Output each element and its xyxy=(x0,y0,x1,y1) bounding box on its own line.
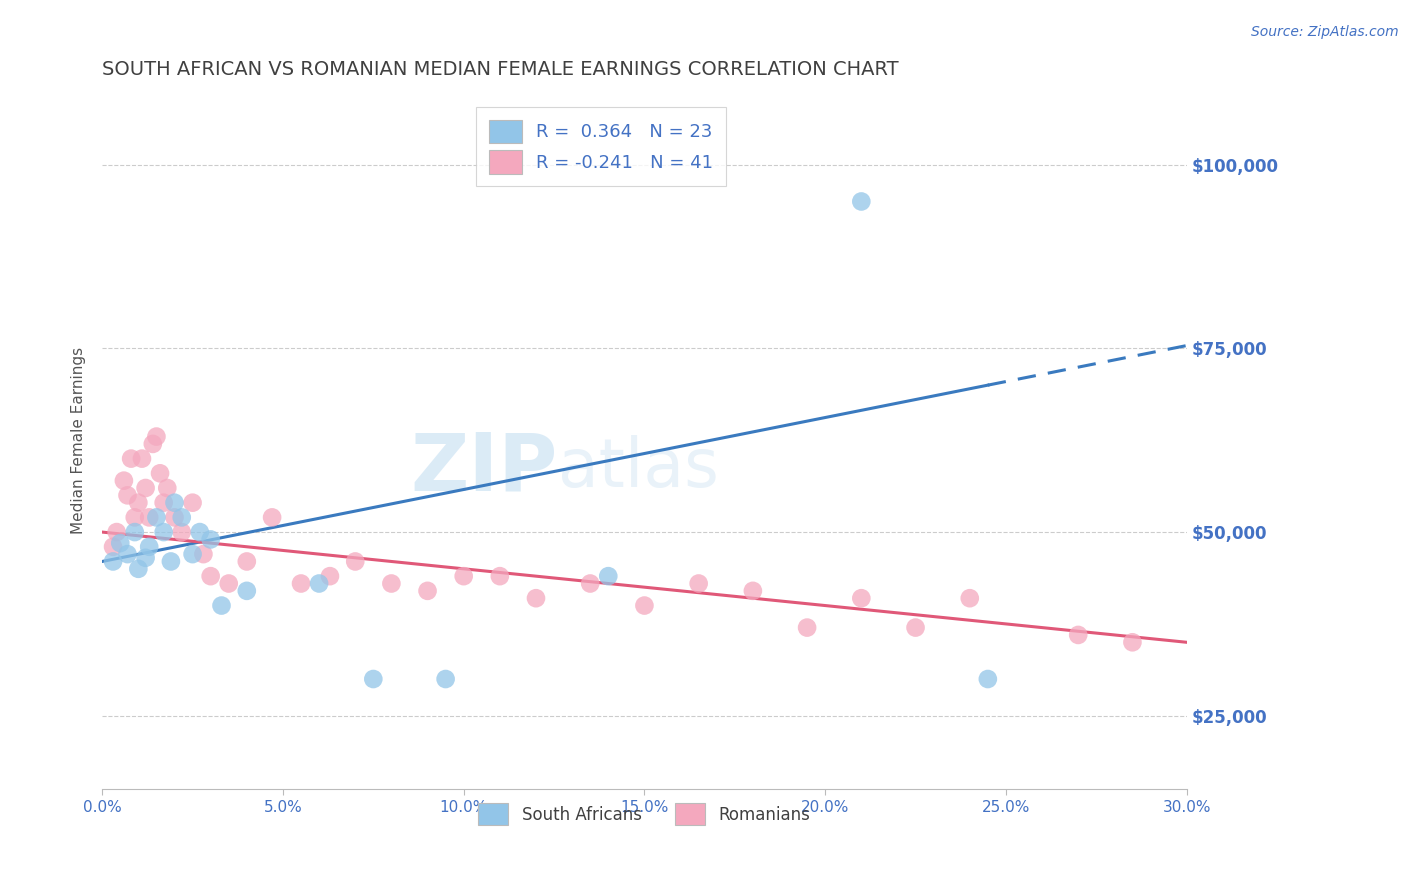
Point xyxy=(363,672,385,686)
Point xyxy=(416,583,439,598)
Point xyxy=(135,550,157,565)
Point xyxy=(105,525,128,540)
Point xyxy=(127,496,149,510)
Point xyxy=(851,591,873,606)
Point xyxy=(138,540,160,554)
Point xyxy=(579,576,602,591)
Point xyxy=(127,562,149,576)
Point xyxy=(138,510,160,524)
Point xyxy=(290,576,312,591)
Point xyxy=(380,576,402,591)
Point xyxy=(959,591,981,606)
Point xyxy=(236,554,259,568)
Point xyxy=(1121,635,1143,649)
Point xyxy=(112,474,135,488)
Point xyxy=(101,554,124,568)
Point xyxy=(633,599,655,613)
Text: ZIP: ZIP xyxy=(411,429,558,508)
Y-axis label: Median Female Earnings: Median Female Earnings xyxy=(72,347,86,533)
Point xyxy=(524,591,547,606)
Point xyxy=(598,569,620,583)
Point xyxy=(200,533,222,547)
Point xyxy=(1067,628,1090,642)
Point xyxy=(262,510,284,524)
Point xyxy=(145,510,167,524)
Point xyxy=(453,569,475,583)
Point xyxy=(796,621,818,635)
Point xyxy=(110,536,132,550)
Point xyxy=(152,525,174,540)
Point xyxy=(218,576,240,591)
Point xyxy=(688,576,710,591)
Point xyxy=(156,481,179,495)
Point xyxy=(434,672,457,686)
Point xyxy=(211,599,233,613)
Point xyxy=(145,429,167,443)
Text: atlas: atlas xyxy=(558,435,718,501)
Point xyxy=(236,583,259,598)
Legend: South Africans, Romanians: South Africans, Romanians xyxy=(470,795,818,833)
Point xyxy=(851,194,873,209)
Point xyxy=(170,510,193,524)
Point xyxy=(181,496,204,510)
Point xyxy=(319,569,342,583)
Text: SOUTH AFRICAN VS ROMANIAN MEDIAN FEMALE EARNINGS CORRELATION CHART: SOUTH AFRICAN VS ROMANIAN MEDIAN FEMALE … xyxy=(103,60,898,78)
Point xyxy=(163,510,186,524)
Point xyxy=(489,569,512,583)
Point xyxy=(181,547,204,561)
Point xyxy=(163,496,186,510)
Point xyxy=(188,525,211,540)
Point xyxy=(200,569,222,583)
Point xyxy=(170,525,193,540)
Point xyxy=(308,576,330,591)
Point xyxy=(193,547,215,561)
Point xyxy=(152,496,174,510)
Point xyxy=(117,488,139,502)
Point xyxy=(344,554,367,568)
Point xyxy=(904,621,927,635)
Point xyxy=(124,525,146,540)
Point xyxy=(142,437,165,451)
Point xyxy=(149,467,172,481)
Point xyxy=(741,583,763,598)
Point xyxy=(131,451,153,466)
Point xyxy=(160,554,183,568)
Point xyxy=(117,547,139,561)
Point xyxy=(977,672,1000,686)
Point xyxy=(135,481,157,495)
Text: Source: ZipAtlas.com: Source: ZipAtlas.com xyxy=(1251,25,1399,39)
Point xyxy=(101,540,124,554)
Point xyxy=(124,510,146,524)
Point xyxy=(120,451,142,466)
